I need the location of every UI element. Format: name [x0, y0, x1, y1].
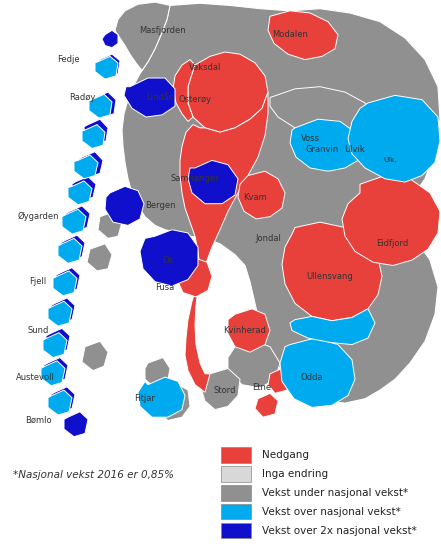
Polygon shape [290, 119, 362, 171]
Polygon shape [51, 298, 75, 323]
FancyBboxPatch shape [220, 523, 251, 538]
Polygon shape [228, 341, 280, 388]
FancyBboxPatch shape [220, 466, 251, 482]
Polygon shape [66, 206, 90, 231]
Polygon shape [268, 369, 290, 393]
Polygon shape [138, 377, 185, 417]
Polygon shape [180, 92, 268, 392]
Text: Odda: Odda [301, 372, 323, 382]
Text: Etne: Etne [252, 384, 272, 392]
Text: Kvinherad: Kvinherad [224, 326, 266, 335]
Text: Øygarden: Øygarden [17, 212, 59, 221]
Polygon shape [51, 387, 75, 412]
Polygon shape [270, 87, 375, 143]
Polygon shape [255, 393, 278, 417]
Polygon shape [95, 57, 118, 79]
Text: Fedje: Fedje [57, 55, 79, 64]
Polygon shape [62, 209, 86, 234]
Polygon shape [290, 309, 375, 345]
Text: Nedgang: Nedgang [262, 450, 310, 460]
Text: Bergen: Bergen [145, 201, 175, 210]
Polygon shape [98, 54, 120, 78]
FancyBboxPatch shape [220, 504, 251, 519]
Text: Jondal: Jondal [255, 234, 281, 243]
Polygon shape [61, 235, 85, 260]
Polygon shape [280, 338, 355, 407]
Polygon shape [98, 211, 122, 239]
Polygon shape [200, 369, 240, 410]
Polygon shape [74, 155, 98, 179]
Polygon shape [188, 52, 268, 132]
Polygon shape [124, 78, 175, 117]
Text: Granvin: Granvin [305, 145, 339, 154]
Text: Samnanger: Samnanger [171, 174, 219, 183]
Text: Eidfjord: Eidfjord [376, 239, 408, 248]
Polygon shape [115, 2, 170, 70]
Text: Vaksdal: Vaksdal [189, 63, 221, 72]
Text: Lindås: Lindås [146, 93, 174, 102]
Polygon shape [56, 268, 80, 292]
Polygon shape [87, 244, 112, 271]
Text: Fusa: Fusa [155, 282, 175, 291]
Text: Bømlo: Bømlo [25, 416, 51, 425]
Text: Ullensvang: Ullensvang [306, 272, 353, 281]
Text: Modalen: Modalen [272, 30, 308, 39]
Polygon shape [89, 94, 112, 118]
Polygon shape [140, 230, 198, 286]
Polygon shape [64, 412, 88, 437]
Polygon shape [48, 301, 72, 326]
Text: Vekst over nasjonal vekst*: Vekst over nasjonal vekst* [262, 507, 401, 517]
Polygon shape [48, 390, 72, 415]
Text: Fjell: Fjell [30, 278, 47, 286]
Text: Ulvik: Ulvik [344, 145, 366, 154]
Polygon shape [348, 95, 440, 182]
Polygon shape [105, 186, 144, 225]
Polygon shape [41, 361, 65, 386]
Polygon shape [92, 92, 116, 117]
Polygon shape [177, 258, 212, 297]
Text: Voss: Voss [300, 134, 319, 143]
Text: Fitjar: Fitjar [135, 394, 155, 403]
Text: Vekst over 2x nasjonal vekst*: Vekst over 2x nasjonal vekst* [262, 526, 417, 536]
Polygon shape [342, 175, 440, 265]
Polygon shape [82, 125, 105, 148]
FancyBboxPatch shape [220, 485, 251, 501]
Text: Vekst under nasjonal vekst*: Vekst under nasjonal vekst* [262, 488, 408, 498]
Text: Masfjorden: Masfjorden [138, 26, 185, 35]
Text: Stord: Stord [214, 386, 236, 395]
Polygon shape [145, 357, 170, 388]
Polygon shape [44, 357, 68, 382]
Polygon shape [79, 152, 103, 176]
Polygon shape [268, 11, 338, 59]
Text: Radøy: Radøy [69, 93, 95, 102]
Text: Ulk.: Ulk. [383, 158, 397, 163]
Polygon shape [82, 341, 108, 371]
Polygon shape [238, 171, 285, 219]
Text: Kvam: Kvam [243, 193, 267, 201]
Text: Sund: Sund [27, 326, 49, 335]
Polygon shape [68, 181, 92, 205]
Text: Os: Os [162, 255, 173, 265]
Polygon shape [122, 3, 440, 403]
Text: *Nasjonal vekst 2016 er 0,85%: *Nasjonal vekst 2016 er 0,85% [13, 470, 174, 480]
Text: Osterøy: Osterøy [179, 95, 212, 104]
Polygon shape [46, 329, 70, 353]
Polygon shape [58, 239, 82, 263]
Polygon shape [173, 59, 195, 122]
Polygon shape [188, 160, 238, 204]
Polygon shape [84, 119, 108, 144]
Text: Austevoll: Austevoll [15, 372, 54, 382]
Polygon shape [282, 222, 382, 321]
Polygon shape [53, 271, 77, 296]
Polygon shape [228, 309, 270, 352]
FancyBboxPatch shape [220, 447, 251, 463]
Text: Inga endring: Inga endring [262, 469, 329, 479]
Polygon shape [43, 332, 67, 357]
Polygon shape [72, 176, 96, 201]
Polygon shape [157, 385, 190, 421]
Polygon shape [102, 31, 118, 48]
